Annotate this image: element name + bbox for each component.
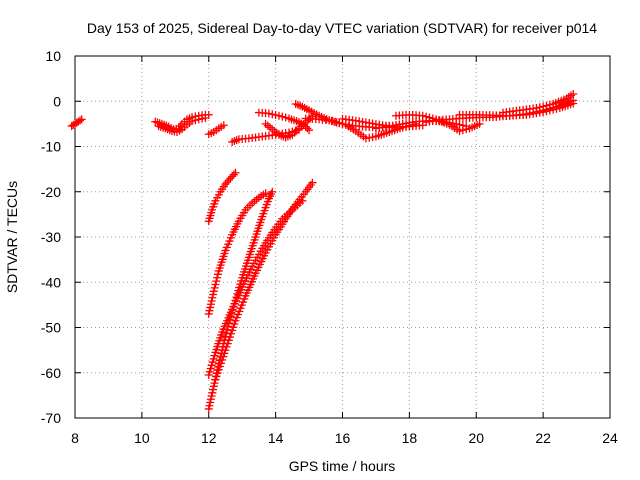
data-point	[545, 100, 554, 109]
x-tick-label: 10	[134, 430, 150, 446]
plot-frame	[74, 55, 611, 419]
data-point	[542, 101, 551, 110]
x-axis-label: GPS time / hours	[289, 458, 396, 474]
data-point	[264, 109, 273, 118]
data-point	[271, 110, 280, 119]
data-point	[328, 116, 337, 125]
data-point	[221, 180, 230, 189]
data-point	[194, 115, 203, 124]
series-track-6	[254, 108, 314, 135]
data-point	[261, 189, 270, 198]
data-point	[188, 117, 197, 126]
data-point	[219, 121, 228, 130]
series-track-16	[204, 168, 240, 226]
series-track-1	[67, 115, 86, 131]
series-track-3	[154, 113, 210, 137]
data-point	[532, 104, 541, 113]
series-track-20	[211, 178, 317, 384]
series-track-7	[261, 112, 317, 142]
x-tick-label: 16	[335, 430, 351, 446]
chart-title: Day 153 of 2025, Sidereal Day-to-day VTE…	[87, 20, 597, 36]
data-series	[67, 90, 578, 413]
series-track-5	[228, 125, 304, 146]
data-point	[226, 174, 235, 183]
data-point	[418, 111, 427, 120]
data-point	[569, 90, 578, 99]
data-point	[331, 117, 340, 126]
data-point	[308, 178, 317, 187]
series-track-12	[392, 110, 484, 136]
y-tick-label: -70	[41, 410, 61, 426]
data-point	[455, 127, 464, 136]
data-point	[212, 277, 221, 286]
x-tick-label: 8	[71, 430, 79, 446]
series-track-15	[499, 90, 578, 117]
data-point	[335, 118, 344, 127]
data-point	[535, 103, 544, 112]
data-point	[228, 172, 237, 181]
data-point	[539, 102, 548, 111]
data-point	[303, 124, 312, 133]
data-point	[569, 99, 578, 108]
x-tick-label: 22	[535, 430, 551, 446]
y-tick-label: -30	[41, 229, 61, 245]
data-point	[77, 115, 86, 124]
data-point	[224, 176, 233, 185]
series-track-19	[204, 196, 307, 380]
y-tick-label: -10	[41, 139, 61, 155]
data-point	[268, 110, 277, 119]
y-tick-label: -40	[41, 274, 61, 290]
data-point	[305, 126, 314, 135]
data-point	[462, 125, 471, 134]
data-point	[198, 114, 207, 123]
y-tick-label: 0	[53, 93, 61, 109]
series-track-17	[204, 189, 270, 318]
y-tick-label: -60	[41, 365, 61, 381]
data-point	[213, 273, 222, 282]
data-point	[223, 178, 232, 187]
y-axis-label: SDTVAR / TECUs	[4, 181, 20, 293]
data-point	[229, 170, 238, 179]
data-point	[278, 112, 287, 121]
x-tick-label: 20	[468, 430, 484, 446]
data-point	[191, 116, 200, 125]
data-point	[281, 113, 290, 122]
x-tick-label: 24	[602, 430, 618, 446]
data-point	[210, 283, 219, 292]
data-point	[201, 113, 210, 122]
data-point	[458, 126, 467, 135]
y-tick-label: -20	[41, 184, 61, 200]
x-tick-label: 12	[201, 430, 217, 446]
data-point	[268, 187, 277, 196]
x-tick-label: 14	[268, 430, 284, 446]
x-tick-label: 18	[402, 430, 418, 446]
data-point	[274, 111, 283, 120]
data-point	[213, 270, 222, 279]
data-point	[231, 168, 240, 177]
axis-ticks: 8 10 12 14 16 18 20 22 24 10 0 -10 -20 -30 -40 -50 -60 -7…	[41, 48, 618, 446]
series-track-4	[204, 121, 228, 139]
data-point	[76, 116, 85, 125]
data-point	[552, 104, 561, 113]
data-point	[211, 280, 220, 289]
data-point	[209, 287, 218, 296]
y-tick-label: -50	[41, 320, 61, 336]
y-tick-label: 10	[45, 48, 61, 64]
